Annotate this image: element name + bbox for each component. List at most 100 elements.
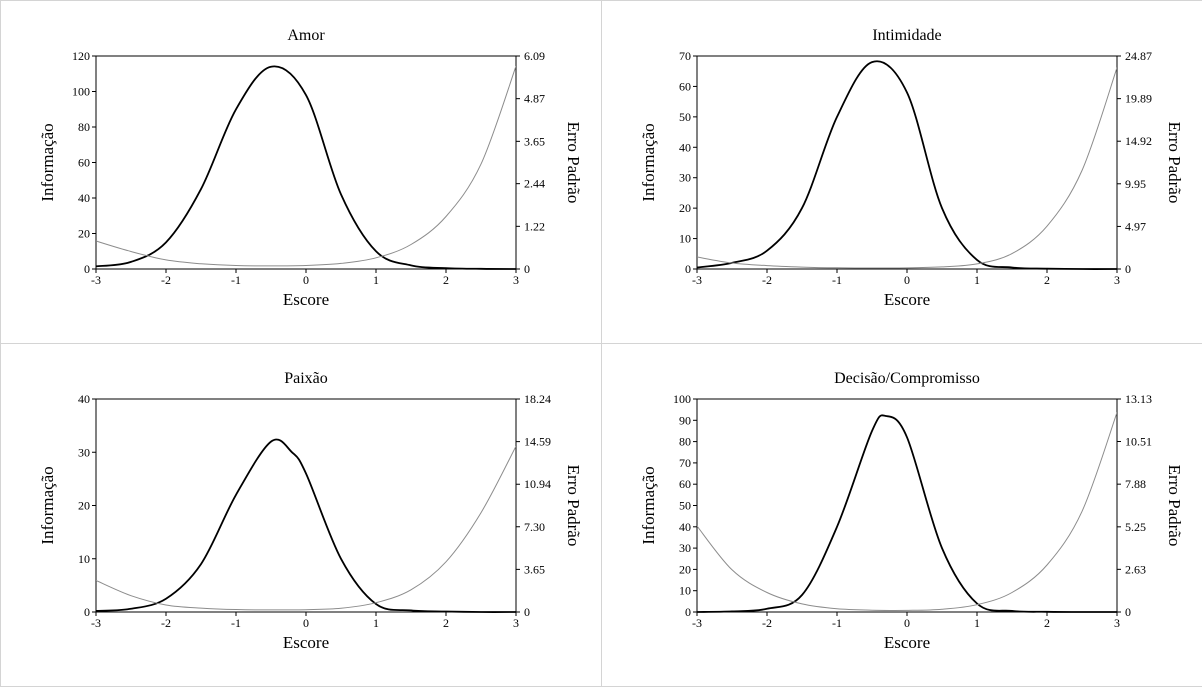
chart-panel-3: Paixão -3 -2 -1 0 1 2 3 0 10 20 30 40 0 3.65 7.30 10.94 1… xyxy=(0,343,602,687)
information-curve xyxy=(96,65,516,270)
x-tick-label: -2 xyxy=(762,616,772,630)
x-tick-label: 2 xyxy=(443,616,449,630)
y-tick-label: 0 xyxy=(685,262,691,276)
x-tick-label: -1 xyxy=(832,273,842,287)
x-tick-label: 3 xyxy=(513,273,519,287)
x-tick-label: -3 xyxy=(91,616,101,630)
chart-svg: Decisão/Compromisso-3 -2 -1 0 1 2 301020304050… xyxy=(639,370,1184,652)
x-tick-label: -2 xyxy=(161,273,171,287)
y2-tick-label: 10.51 xyxy=(1125,435,1152,449)
y2-tick-label: 18.24 xyxy=(524,392,551,406)
y-tick-label: 40 xyxy=(78,191,90,205)
y2-tick-label: 5.25 xyxy=(1125,520,1146,534)
chart-svg: Amor-3 -2 -1 0 1 2 302040608010012001.222.443.… xyxy=(38,27,583,309)
y2-tick-label: 0 xyxy=(1125,605,1131,619)
y-tick-label: 100 xyxy=(72,85,90,99)
y-tick-label: 20 xyxy=(78,499,90,513)
y-tick-label: 50 xyxy=(679,499,691,513)
y-tick-label: 30 xyxy=(78,445,90,459)
chart-svg: Paixão-3 -2 -1 0 1 2 301020304003.657.3010.941… xyxy=(38,370,583,652)
y-tick-label: 10 xyxy=(679,584,691,598)
y2-tick-label: 7.88 xyxy=(1125,477,1146,491)
chart-title: Intimidade xyxy=(872,27,941,44)
x-tick-label: 3 xyxy=(513,616,519,630)
y-tick-label: 30 xyxy=(679,541,691,555)
y2-tick-label: 9.95 xyxy=(1125,177,1146,191)
y2-tick-label: 3.65 xyxy=(524,562,545,576)
y-tick-label: 70 xyxy=(679,456,691,470)
standard-error-curve xyxy=(697,412,1117,611)
x-tick-label: -3 xyxy=(91,273,101,287)
standard-error-curve xyxy=(697,67,1117,269)
chart-svg: Intimidade-3 -2 -1 0 1 2 301020304050607004.97… xyxy=(639,27,1184,309)
y-tick-label: 20 xyxy=(679,201,691,215)
x-tick-label: 0 xyxy=(904,273,910,287)
y2-tick-label: 14.92 xyxy=(1125,134,1152,148)
y-axis-title: Informação xyxy=(639,466,658,544)
plot-frame xyxy=(95,55,517,270)
x-tick-label: 3 xyxy=(1114,273,1120,287)
y2-axis-title: Erro Padrão xyxy=(564,122,583,204)
information-curve xyxy=(697,414,1117,613)
y2-tick-label: 4.97 xyxy=(1125,219,1146,233)
y2-tick-label: 4.87 xyxy=(524,92,545,106)
chart-title: Decisão/Compromisso xyxy=(834,370,980,387)
y-tick-label: 60 xyxy=(78,156,90,170)
x-tick-label: -1 xyxy=(231,273,241,287)
x-tick-label: 1 xyxy=(373,273,379,287)
chart-title: Paixão xyxy=(284,370,328,387)
y2-tick-label: 10.94 xyxy=(524,477,551,491)
y2-tick-label: 0 xyxy=(524,262,530,276)
y-tick-label: 40 xyxy=(78,392,90,406)
x-tick-label: -2 xyxy=(762,273,772,287)
plot-frame xyxy=(696,398,1118,613)
y-axis-title: Informação xyxy=(38,466,57,544)
x-tick-label: 0 xyxy=(303,273,309,287)
y2-tick-label: 3.65 xyxy=(524,134,545,148)
x-tick-label: 1 xyxy=(373,616,379,630)
y-tick-label: 0 xyxy=(685,605,691,619)
x-tick-label: -2 xyxy=(161,616,171,630)
x-tick-label: 0 xyxy=(303,616,309,630)
y2-axis-title: Erro Padrão xyxy=(1165,465,1184,547)
y2-axis-title: Erro Padrão xyxy=(1165,122,1184,204)
x-tick-label: -1 xyxy=(231,616,241,630)
information-curve xyxy=(96,438,516,613)
plot-frame xyxy=(696,55,1118,270)
y-tick-label: 80 xyxy=(78,120,90,134)
y-tick-label: 0 xyxy=(84,605,90,619)
x-axis-title: Escore xyxy=(884,290,930,309)
y2-tick-label: 2.44 xyxy=(524,177,545,191)
chart-panel-4: Decisão/Compromisso -3 -2 -1 0 1 2 3 0 10 20 30 40 50… xyxy=(601,343,1202,687)
y2-tick-label: 13.13 xyxy=(1125,392,1152,406)
standard-error-curve xyxy=(96,65,516,267)
y-tick-label: 80 xyxy=(679,435,691,449)
x-tick-label: 2 xyxy=(1044,273,1050,287)
y2-tick-label: 2.63 xyxy=(1125,562,1146,576)
y2-tick-label: 0 xyxy=(524,605,530,619)
x-tick-label: -3 xyxy=(692,616,702,630)
x-tick-label: 0 xyxy=(904,616,910,630)
x-tick-label: -1 xyxy=(832,616,842,630)
x-tick-label: 2 xyxy=(1044,616,1050,630)
chart-panel-1: Amor -3 -2 -1 0 1 2 3 0 20 40 60 80 100 120 0 1.22 2.44 3.… xyxy=(0,0,602,344)
y-tick-label: 10 xyxy=(78,552,90,566)
x-tick-label: 2 xyxy=(443,273,449,287)
y2-tick-label: 1.22 xyxy=(524,219,545,233)
x-tick-label: 3 xyxy=(1114,616,1120,630)
standard-error-curve xyxy=(96,445,516,611)
information-curve xyxy=(697,60,1117,270)
y2-tick-label: 7.30 xyxy=(524,520,545,534)
y-tick-label: 20 xyxy=(679,562,691,576)
y-tick-label: 70 xyxy=(679,49,691,63)
chart-title: Amor xyxy=(287,27,325,44)
y2-axis-title: Erro Padrão xyxy=(564,465,583,547)
y-axis-title: Informação xyxy=(38,123,57,201)
chart-panel-2: Intimidade -3 -2 -1 0 1 2 3 0 10 20 30 40 50 60 70 0 4.97… xyxy=(601,0,1202,344)
x-axis-title: Escore xyxy=(283,290,329,309)
y-tick-label: 100 xyxy=(673,392,691,406)
y-tick-label: 90 xyxy=(679,413,691,427)
y-tick-label: 60 xyxy=(679,79,691,93)
y-tick-label: 0 xyxy=(84,262,90,276)
